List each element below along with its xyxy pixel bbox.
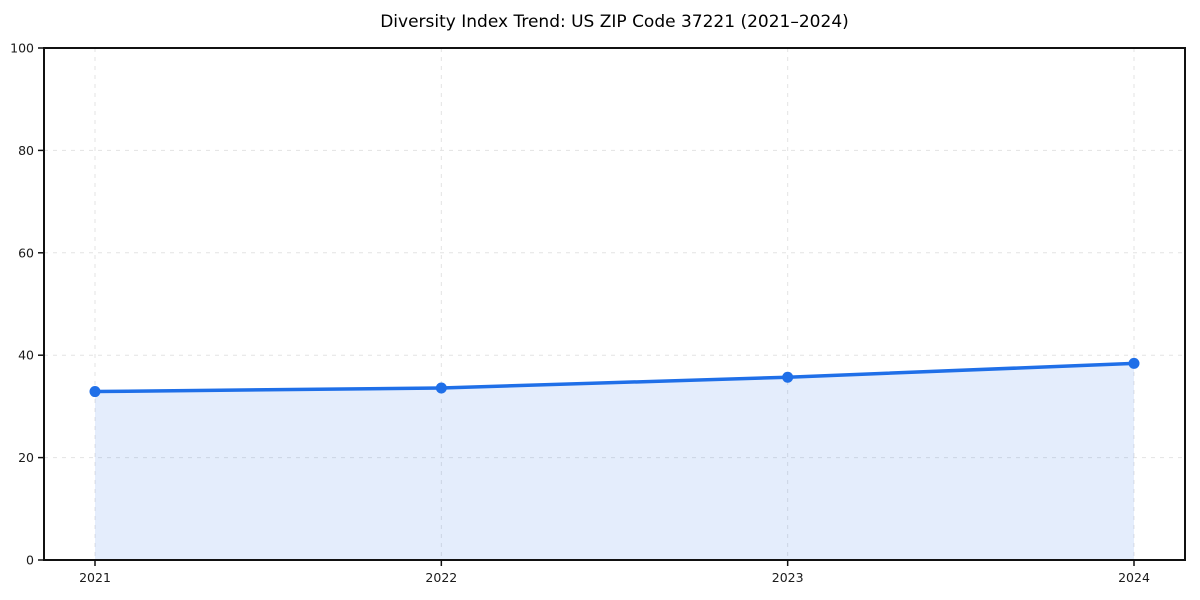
x-tick-label: 2024 <box>1118 570 1150 585</box>
data-point-marker <box>89 386 101 398</box>
data-point-marker <box>782 371 794 383</box>
y-tick-label: 20 <box>18 450 34 465</box>
data-point-marker <box>435 382 447 394</box>
data-point-marker <box>1128 357 1140 369</box>
y-tick-label: 0 <box>26 553 34 568</box>
x-tick-label: 2022 <box>425 570 457 585</box>
x-tick-label: 2021 <box>79 570 111 585</box>
x-tick-label: 2023 <box>772 570 804 585</box>
y-tick-label: 40 <box>18 348 34 363</box>
axes-frame <box>43 47 1186 561</box>
y-tick-label: 60 <box>18 245 34 260</box>
trend-line <box>93 361 1136 394</box>
y-tick-label: 100 <box>10 41 34 56</box>
y-tick-label: 80 <box>18 143 34 158</box>
chart-title: Diversity Index Trend: US ZIP Code 37221… <box>380 12 849 32</box>
area-fill <box>95 363 1134 560</box>
